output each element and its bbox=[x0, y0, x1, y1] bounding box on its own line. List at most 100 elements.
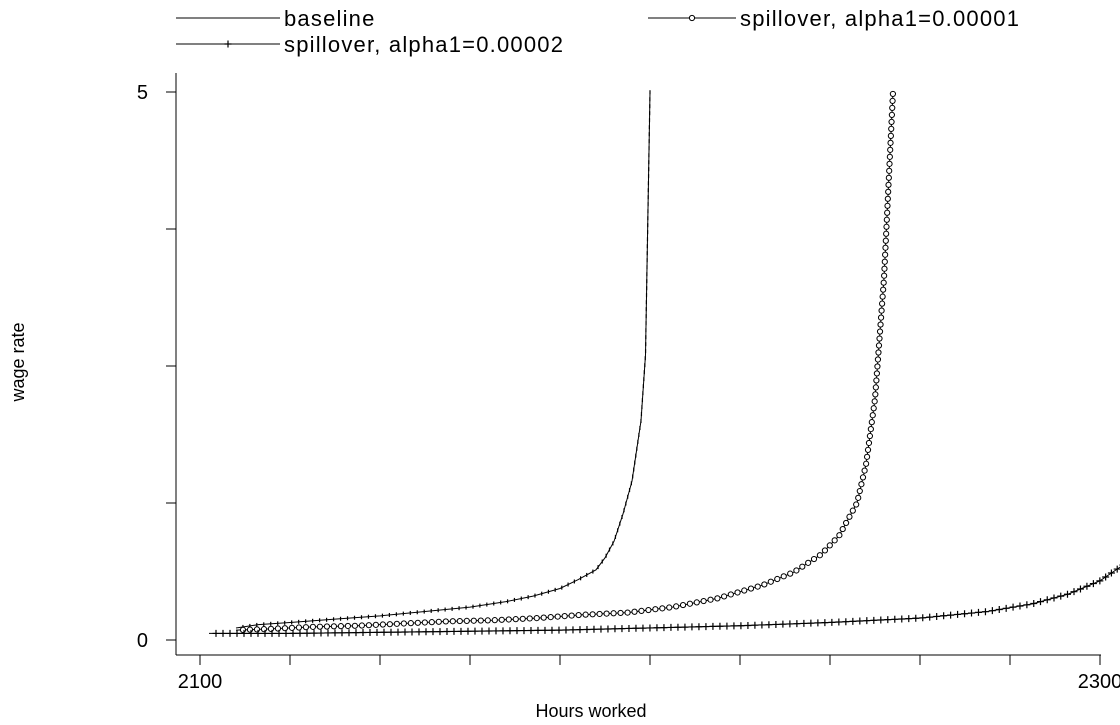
circle-marker bbox=[554, 613, 561, 620]
plus-marker bbox=[1023, 601, 1031, 609]
plus-marker bbox=[618, 625, 626, 633]
plus-marker bbox=[310, 629, 318, 637]
circle-marker bbox=[519, 615, 526, 622]
circle-marker bbox=[875, 349, 882, 356]
plus-marker bbox=[254, 629, 262, 637]
plus-marker bbox=[345, 629, 353, 637]
plus-marker bbox=[751, 621, 759, 629]
plus-marker bbox=[415, 628, 423, 636]
circle-marker bbox=[887, 139, 894, 146]
plus-marker bbox=[995, 605, 1003, 613]
circle-marker bbox=[610, 610, 617, 617]
circle-marker bbox=[889, 104, 896, 112]
plus-marker bbox=[317, 629, 325, 637]
series-line bbox=[209, 566, 1120, 634]
circle-marker bbox=[882, 244, 889, 251]
circle-marker bbox=[883, 223, 890, 230]
plus-marker bbox=[877, 616, 885, 624]
circle-marker bbox=[631, 608, 638, 615]
plus-marker bbox=[1070, 588, 1078, 596]
plus-marker bbox=[338, 629, 346, 637]
plus-marker bbox=[289, 629, 297, 637]
plot-area bbox=[209, 90, 1120, 637]
circle-marker bbox=[700, 597, 707, 605]
plus-marker bbox=[282, 629, 290, 637]
circle-marker bbox=[853, 501, 860, 508]
circle-marker bbox=[871, 398, 878, 405]
plus-marker bbox=[1107, 569, 1115, 577]
plus-marker bbox=[597, 625, 605, 633]
plus-marker bbox=[450, 627, 458, 635]
circle-marker bbox=[747, 585, 755, 592]
circle-marker bbox=[872, 391, 879, 398]
circle-marker bbox=[880, 286, 887, 293]
circle-marker bbox=[887, 132, 894, 139]
plus-marker bbox=[765, 621, 773, 629]
legend-entry: spillover, alpha1=0.00001 bbox=[648, 6, 1019, 31]
plus-marker bbox=[443, 628, 451, 636]
circle-marker bbox=[868, 419, 875, 426]
plus-marker bbox=[394, 628, 402, 636]
plus-marker bbox=[779, 620, 787, 628]
plus-marker bbox=[828, 618, 836, 626]
plus-marker bbox=[1076, 585, 1084, 593]
plus-marker bbox=[842, 618, 850, 626]
y-axis-title: wage rate bbox=[8, 322, 28, 402]
plus-marker bbox=[821, 619, 829, 627]
circle-marker bbox=[876, 328, 884, 335]
circle-marker bbox=[707, 596, 714, 603]
circle-marker bbox=[477, 617, 484, 624]
circle-marker bbox=[379, 621, 386, 628]
plus-marker bbox=[667, 623, 675, 631]
axes: 2100 2300 05 Hours worked wage rate bbox=[8, 73, 1120, 721]
circle-marker bbox=[659, 605, 666, 612]
circle-marker bbox=[761, 581, 768, 588]
plus-marker bbox=[891, 615, 899, 623]
plus-marker bbox=[744, 621, 752, 629]
plus-marker bbox=[849, 617, 857, 625]
circle-marker bbox=[836, 532, 843, 539]
circle-marker bbox=[414, 619, 421, 626]
plus-marker bbox=[1113, 565, 1120, 573]
circle-marker bbox=[886, 153, 893, 160]
circle-marker bbox=[876, 335, 883, 342]
plus-marker bbox=[800, 619, 808, 627]
circle-marker bbox=[846, 513, 853, 520]
plus-marker bbox=[359, 629, 367, 637]
circle-marker bbox=[505, 616, 512, 623]
circle-marker bbox=[274, 625, 282, 632]
x-axis-title: Hours worked bbox=[535, 701, 646, 721]
plus-marker bbox=[653, 624, 661, 632]
circle-marker bbox=[873, 377, 880, 384]
circle-marker bbox=[470, 617, 477, 624]
legend-entry: baseline bbox=[176, 6, 374, 31]
plus-marker bbox=[772, 620, 780, 628]
plus-marker bbox=[1083, 582, 1091, 590]
circle-marker bbox=[859, 474, 867, 481]
circle-marker bbox=[491, 617, 498, 624]
circle-marker bbox=[888, 111, 895, 118]
circle-marker bbox=[561, 612, 568, 620]
circle-marker bbox=[816, 552, 823, 559]
circle-marker bbox=[855, 494, 862, 501]
circle-marker bbox=[400, 620, 407, 627]
circle-marker bbox=[861, 467, 868, 474]
circle-marker bbox=[864, 446, 872, 453]
circle-marker bbox=[886, 167, 893, 174]
plus-marker bbox=[331, 629, 339, 637]
plus-marker bbox=[576, 626, 584, 634]
circle-marker bbox=[260, 626, 268, 633]
circle-marker bbox=[839, 525, 846, 533]
plus-marker bbox=[219, 629, 227, 637]
circle-marker bbox=[888, 118, 895, 125]
circle-marker bbox=[858, 481, 865, 488]
plus-marker bbox=[954, 610, 962, 618]
circle-marker bbox=[498, 616, 505, 623]
circle-marker bbox=[512, 616, 519, 623]
circle-marker bbox=[442, 618, 449, 625]
circle-marker bbox=[805, 559, 812, 566]
circle-marker bbox=[874, 356, 882, 363]
plus-marker bbox=[974, 608, 982, 616]
circle-marker bbox=[575, 611, 582, 619]
plus-marker bbox=[905, 615, 913, 623]
